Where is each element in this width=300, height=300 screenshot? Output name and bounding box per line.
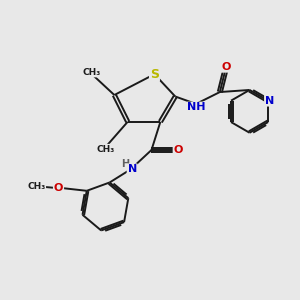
Text: CH₃: CH₃ [96,145,115,154]
Text: O: O [54,183,63,193]
Text: N: N [128,164,137,174]
Text: O: O [221,62,230,72]
Text: CH₃: CH₃ [27,182,45,191]
Text: O: O [173,145,183,155]
Text: CH₃: CH₃ [83,68,101,76]
Text: S: S [150,68,159,81]
Text: H: H [121,159,129,169]
Text: N: N [265,96,274,106]
Text: NH: NH [188,103,206,112]
